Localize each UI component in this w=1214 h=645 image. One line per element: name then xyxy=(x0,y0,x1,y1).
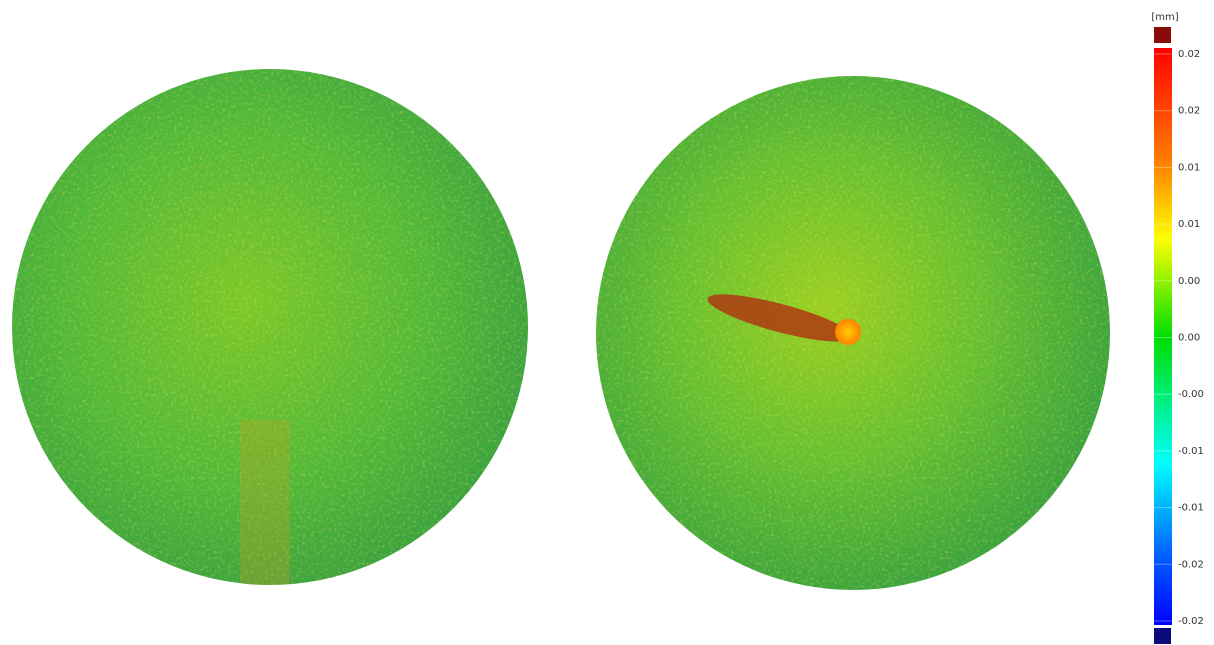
colorbar-unit: [mm] xyxy=(1151,12,1178,23)
colorbar-label: 0.02 xyxy=(1178,106,1200,117)
colorbar: [mm] 0.02 0.02 0.01 0.01 0.00 0.00 -0.00 -0.01 -… xyxy=(1151,12,1204,644)
colorbar-label: 0.00 xyxy=(1178,333,1200,344)
colorbar-label: 0.02 xyxy=(1178,49,1200,60)
colorbar-label: -0.02 xyxy=(1178,559,1204,570)
colorbar-label: 0.01 xyxy=(1178,219,1200,230)
overflow-high xyxy=(1154,27,1171,43)
right-sphere xyxy=(596,76,1110,590)
colorbar-label: -0.00 xyxy=(1178,389,1204,400)
overflow-low xyxy=(1154,628,1171,644)
colorbar-label: 0.01 xyxy=(1178,162,1200,173)
colorbar-label: -0.01 xyxy=(1178,503,1204,514)
colorbar-label: -0.01 xyxy=(1178,446,1204,457)
left-sphere xyxy=(12,69,528,585)
colorbar-label: -0.02 xyxy=(1178,616,1204,627)
color-scale xyxy=(1154,48,1172,625)
colorbar-label: 0.00 xyxy=(1178,276,1200,287)
